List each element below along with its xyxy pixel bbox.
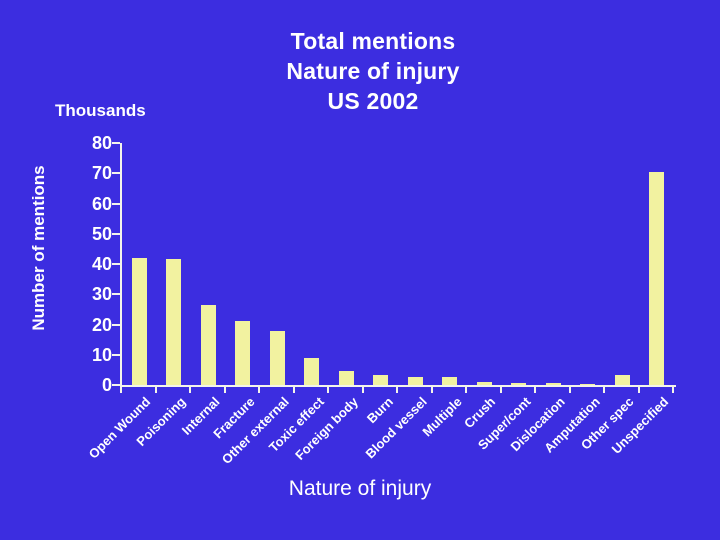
bar — [304, 358, 320, 385]
bar-slot — [191, 143, 226, 385]
bar-slot — [433, 143, 468, 385]
y-tick-mark — [112, 233, 120, 235]
y-tick-label: 20 — [91, 315, 112, 335]
bar-slot — [260, 143, 295, 385]
x-axis-line — [120, 385, 676, 387]
y-tick-mark — [112, 172, 120, 174]
bar-slot — [571, 143, 606, 385]
y-tick-label: 30 — [91, 284, 112, 304]
bar-slot — [640, 143, 675, 385]
bar — [235, 321, 251, 385]
y-tick-label: 10 — [91, 345, 112, 365]
x-tick-mark — [396, 387, 398, 393]
bar — [649, 172, 665, 385]
y-tick-label: 60 — [91, 194, 112, 214]
y-tick-label: 50 — [91, 224, 112, 244]
bar — [545, 383, 561, 385]
x-tick-mark — [327, 387, 329, 393]
x-tick-mark — [534, 387, 536, 393]
bar — [442, 377, 458, 385]
bar-slot — [295, 143, 330, 385]
x-tick-mark — [638, 387, 640, 393]
bar — [373, 375, 389, 385]
bar — [511, 383, 527, 385]
y-tick-label: 0 — [101, 375, 112, 395]
bar-slot — [329, 143, 364, 385]
x-tick-mark — [672, 387, 674, 393]
chart-title-line-3: US 2002 — [327, 88, 419, 114]
y-tick-mark — [112, 324, 120, 326]
bar-slot — [157, 143, 192, 385]
bar-slot — [398, 143, 433, 385]
y-axis-unit-label: Thousands — [55, 101, 146, 120]
y-axis-title: Number of mentions — [29, 165, 48, 331]
x-tick-mark — [224, 387, 226, 393]
bar — [476, 382, 492, 385]
x-tick-mark — [500, 387, 502, 393]
y-tick-mark — [112, 293, 120, 295]
x-tick-mark — [569, 387, 571, 393]
x-tick-mark — [120, 387, 122, 393]
y-tick-mark — [112, 384, 120, 386]
y-tick-mark — [112, 354, 120, 356]
plot-area — [122, 143, 674, 385]
bar — [407, 377, 423, 385]
chart-title: Total mentions Nature of injury US 2002 — [26, 26, 720, 116]
bar — [131, 258, 147, 385]
bar — [166, 259, 182, 385]
bar-slot — [467, 143, 502, 385]
bar-slot — [226, 143, 261, 385]
bar-slot — [364, 143, 399, 385]
x-tick-mark — [465, 387, 467, 393]
y-tick-mark — [112, 263, 120, 265]
chart-title-line-2: Nature of injury — [286, 58, 460, 84]
bar — [338, 371, 354, 385]
y-axis-line — [120, 143, 122, 387]
y-tick-label: 80 — [91, 133, 112, 153]
x-axis-caption: Nature of injury — [288, 477, 432, 500]
x-tick-mark — [431, 387, 433, 393]
bar — [580, 384, 596, 385]
y-tick-mark — [112, 142, 120, 144]
chart-title-line-1: Total mentions — [290, 28, 456, 54]
bar-slot — [536, 143, 571, 385]
y-tick-mark — [112, 203, 120, 205]
x-tick-mark — [189, 387, 191, 393]
x-tick-mark — [603, 387, 605, 393]
bar-slot — [122, 143, 157, 385]
bar-slot — [605, 143, 640, 385]
bar — [200, 305, 216, 385]
x-tick-mark — [362, 387, 364, 393]
y-tick-label: 70 — [91, 163, 112, 183]
y-tick-label: 40 — [91, 254, 112, 274]
x-tick-mark — [293, 387, 295, 393]
x-tick-mark — [258, 387, 260, 393]
bar — [269, 331, 285, 385]
bar-slot — [502, 143, 537, 385]
x-tick-mark — [155, 387, 157, 393]
bar — [614, 375, 630, 385]
